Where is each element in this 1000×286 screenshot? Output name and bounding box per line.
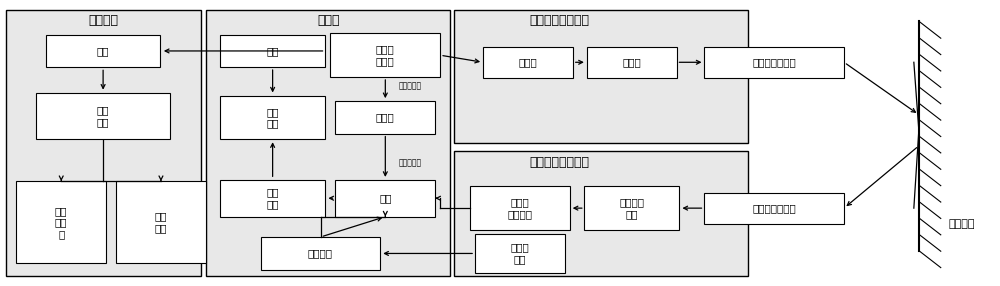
Text: 调制器: 调制器 [519,57,537,67]
Text: 声速补偿: 声速补偿 [308,249,333,259]
Bar [587,47,677,78]
Text: 计算
距离: 计算 距离 [266,187,279,209]
Bar [454,10,748,143]
Text: 故障
诊断: 故障 诊断 [155,212,167,233]
Text: 中断: 中断 [379,193,392,203]
Text: 第二信号处理电路: 第二信号处理电路 [530,156,590,169]
Text: 第一信号处理电路: 第一信号处理电路 [530,14,590,27]
Bar [704,47,844,78]
Text: 发射接
收控制: 发射接 收控制 [376,44,395,66]
Text: 串口: 串口 [97,46,109,56]
Text: 串口: 串口 [266,46,279,56]
Text: 数字
滤波: 数字 滤波 [266,107,279,128]
Bar [335,101,435,134]
Text: 作业
深度
值: 作业 深度 值 [55,206,67,239]
Bar [704,192,844,224]
Bar [475,234,565,273]
Bar [584,186,679,230]
Bar [335,180,435,217]
Text: 主控制器: 主控制器 [88,14,118,27]
Bar [220,180,325,217]
Bar [6,10,201,276]
Text: 启动定时器: 启动定时器 [398,82,421,91]
Bar [454,152,748,276]
Text: 数据
处理: 数据 处理 [97,105,109,127]
Bar [330,33,440,77]
Bar [16,181,106,263]
Bar [46,35,160,67]
Bar [220,96,325,140]
Text: 振荡器: 振荡器 [622,57,641,67]
Text: 关闭定时器: 关闭定时器 [398,158,421,167]
Bar [116,181,206,263]
Bar [470,186,570,230]
Text: 信号放大
电路: 信号放大 电路 [619,197,644,219]
Text: 超声波发射探头: 超声波发射探头 [752,57,796,67]
Bar [220,35,325,67]
Bar [36,93,170,140]
Text: 超声波接收探头: 超声波接收探头 [752,203,796,213]
Text: 定时器: 定时器 [376,112,395,122]
Bar [206,10,450,276]
Text: 温度传
感器: 温度传 感器 [511,243,529,264]
Bar [261,237,380,270]
Text: 单片机: 单片机 [317,14,340,27]
Text: 作业地面: 作业地面 [948,219,975,229]
Text: 锁相环
检测电路: 锁相环 检测电路 [507,197,532,219]
Bar [483,47,573,78]
